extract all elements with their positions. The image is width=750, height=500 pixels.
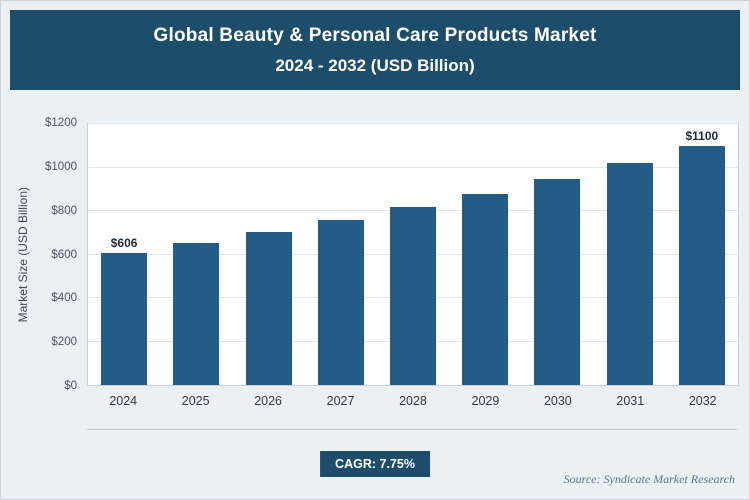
y-tick-label: $600	[51, 248, 77, 261]
x-tick-label-2024: 2024	[109, 394, 138, 408]
bar-2030	[534, 178, 581, 385]
bars: $606 $1100	[88, 124, 738, 385]
y-tick-label: $1000	[45, 160, 77, 173]
x-tick-label-2030: 2030	[543, 394, 572, 408]
chart-subtitle: 2024 - 2032 (USD Billion)	[275, 55, 475, 75]
x-tick-label-2025: 2025	[181, 394, 210, 408]
bar-2029	[462, 193, 509, 385]
bar-slot-2024: $606	[88, 124, 160, 385]
bar-slot-2025	[160, 124, 232, 385]
bar-2026	[245, 231, 292, 385]
bar-2027	[317, 220, 364, 385]
bar-value-label: $1100	[685, 128, 719, 143]
y-axis-title-box: Market Size (USD Billion)	[13, 123, 33, 386]
chart-header: Global Beauty & Personal Care Products M…	[10, 10, 740, 90]
y-tick-label: $0	[64, 380, 77, 392]
bar-slot-2032: $1100	[666, 124, 738, 385]
bar-2025	[173, 242, 220, 385]
bar-2024	[101, 253, 148, 385]
bar-slot-2026	[232, 124, 304, 385]
chart-title: Global Beauty & Personal Care Products M…	[153, 24, 597, 46]
x-tick-label-2028: 2028	[399, 394, 427, 408]
y-axis-ticks: $0 $200 $400 $600 $800 $1000 $1200	[35, 117, 83, 392]
gridline	[88, 123, 738, 124]
x-axis-labels: 2024 2025 2026 2027 2028 2029 2030 2031 2032	[87, 394, 739, 408]
y-axis-title: Market Size (USD Billion)	[16, 186, 30, 323]
y-tick-label: $800	[51, 204, 77, 217]
x-tick-label-2031: 2031	[616, 394, 645, 408]
gridline	[88, 166, 738, 168]
plot-area: $606 $1100	[87, 123, 739, 386]
cagr-badge: CAGR: 7.75%	[320, 451, 430, 477]
bar-2028	[389, 207, 436, 385]
axis-underline	[87, 429, 737, 430]
bar-2031	[606, 162, 653, 385]
bar-slot-2028	[377, 124, 449, 385]
x-tick-label-2027: 2027	[326, 394, 355, 408]
x-tick-label-2026: 2026	[254, 394, 282, 408]
source-text: Source: Syndicate Market Research	[563, 472, 735, 486]
bar-slot-2029	[449, 124, 521, 385]
y-tick-label: $1200	[45, 117, 77, 129]
y-tick-label: $200	[51, 336, 77, 349]
bar-slot-2027	[305, 124, 377, 385]
bar-slot-2030	[521, 124, 593, 385]
x-tick-label-2032: 2032	[688, 394, 717, 408]
bar-2032	[678, 145, 725, 385]
x-tick-label-2029: 2029	[471, 394, 500, 408]
bar-slot-2031	[594, 124, 666, 385]
y-tick-label: $400	[51, 292, 77, 305]
bar-value-label: $606	[110, 236, 138, 251]
